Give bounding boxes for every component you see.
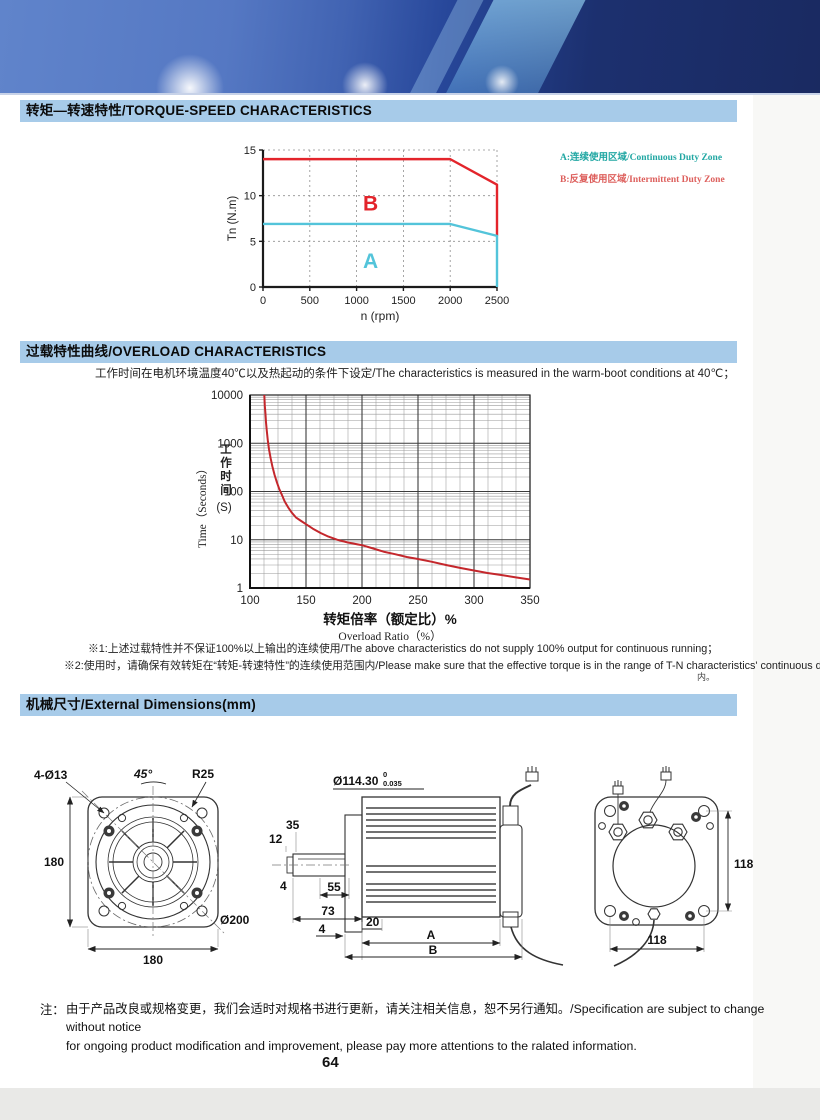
- front-view-drawing: [65, 781, 225, 953]
- dim-B: B: [429, 943, 438, 957]
- dim-4a: 4: [280, 879, 287, 893]
- svg-text:1500: 1500: [391, 295, 415, 307]
- banner-glow: [482, 62, 522, 93]
- page-bottom-margin: [0, 1088, 820, 1120]
- side-view-labels: Ø114.30 0 0.035 35 12 4 55 73 4 20 A B: [269, 770, 438, 957]
- svg-text:2000: 2000: [438, 295, 462, 307]
- dim-angle: 45°: [133, 767, 152, 781]
- dimension-drawings: 4-Ø13 45° R25 180 180 Ø200: [34, 766, 754, 967]
- svg-text:Time（Seconds）: Time（Seconds）: [196, 463, 209, 548]
- overload-note-1: ※1:上述过载特性并不保证100%以上输出的连续使用/The above cha…: [88, 643, 719, 655]
- side-view-drawing: [272, 766, 564, 966]
- svg-text:0: 0: [250, 282, 256, 294]
- banner-glow: [150, 48, 230, 93]
- svg-text:1000: 1000: [344, 295, 368, 307]
- page-number: 64: [322, 1054, 339, 1071]
- overload-note-2-suffix: 内。: [697, 672, 716, 682]
- svg-text:250: 250: [408, 595, 427, 607]
- svg-text:A: A: [363, 250, 378, 273]
- svg-text:作: 作: [220, 456, 232, 470]
- dim-flange-width: 180: [143, 953, 163, 967]
- rear-view-drawing: [594, 766, 732, 967]
- svg-text:300: 300: [464, 595, 483, 607]
- svg-text:100: 100: [240, 595, 259, 607]
- svg-text:B: B: [363, 192, 378, 215]
- front-view-labels: 4-Ø13 45° R25 180 180 Ø200: [34, 767, 250, 967]
- svg-text:10: 10: [244, 191, 256, 203]
- svg-text:1000: 1000: [217, 438, 243, 450]
- dim-55: 55: [327, 880, 341, 894]
- svg-text:0: 0: [260, 295, 266, 307]
- svg-text:100: 100: [224, 487, 243, 499]
- dim-rear-height: 118: [734, 857, 754, 871]
- dim-4b: 4: [319, 922, 326, 936]
- footer-note-label: 注：: [40, 1003, 65, 1017]
- dim-20: 20: [366, 915, 380, 929]
- svg-text:Overload Ratio（%）: Overload Ratio（%）: [338, 630, 441, 643]
- section-title-dimensions: 机械尺寸/External Dimensions(mm): [20, 694, 737, 716]
- banner-glow: [338, 58, 392, 93]
- section-title-overload: 过载特性曲线/OVERLOAD CHARACTERISTICS: [20, 341, 737, 363]
- dim-spigot-diameter: Ø114.30: [333, 774, 379, 788]
- page-right-margin: [753, 95, 820, 1088]
- svg-text:2500: 2500: [485, 295, 509, 307]
- dim-73: 73: [321, 904, 335, 918]
- dim-rear-width: 118: [647, 933, 667, 947]
- footer-note-line1: 由于产品改良或规格变更，我们会适时对规格书进行更新，请关注相关信息，恕不另行通知…: [66, 1002, 765, 1035]
- overload-chart: 1 10 100 1000 10000 100 150 200 250 300 350 转矩倍率（额定…: [196, 390, 540, 643]
- dim-tolerance-lower: 0.035: [383, 779, 402, 788]
- overload-description: 工作时间在电机环境温度40℃以及热起动的条件下设定/The characteri…: [95, 368, 735, 380]
- dim-35: 35: [286, 818, 300, 832]
- dim-corner-radius: R25: [192, 767, 214, 781]
- dim-tolerance-upper: 0: [383, 770, 387, 779]
- rear-view-labels: 118 118: [647, 857, 753, 947]
- svg-text:转矩倍率（额定比）%: 转矩倍率（额定比）%: [323, 611, 457, 627]
- svg-text:5: 5: [250, 236, 256, 248]
- svg-text:200: 200: [352, 595, 371, 607]
- section-title-torque-speed: 转矩—转速特性/TORQUE-SPEED CHARACTERISTICS: [20, 100, 737, 122]
- svg-text:10: 10: [230, 535, 243, 547]
- svg-text:n (rpm): n (rpm): [361, 309, 400, 323]
- footer-note-line2: for ongoing product modification and imp…: [66, 1038, 637, 1053]
- svg-text:间: 间: [220, 483, 232, 497]
- svg-text:工: 工: [220, 443, 232, 456]
- svg-text:(S): (S): [216, 502, 232, 514]
- overload-note-2: ※2:使用时，请确保有效转矩在“转矩-转速特性”的连续使用范围内/Please …: [64, 660, 820, 672]
- header-banner: [0, 0, 820, 95]
- svg-text:1: 1: [237, 583, 243, 595]
- legend-item-continuous: A:连续使用区域/Continuous Duty Zone: [560, 153, 723, 163]
- svg-text:350: 350: [520, 595, 539, 607]
- svg-text:Tn (N.m): Tn (N.m): [227, 196, 239, 242]
- dim-A: A: [427, 928, 436, 942]
- svg-text:500: 500: [301, 295, 319, 307]
- svg-text:10000: 10000: [211, 390, 243, 402]
- legend-item-intermittent: B:反复使用区域/Intermittent Duty Zone: [560, 175, 725, 185]
- footer-note: 由于产品改良或规格变更，我们会适时对规格书进行更新，请关注相关信息，恕不另行通知…: [66, 1000, 766, 1055]
- dim-12: 12: [269, 832, 283, 846]
- svg-text:15: 15: [244, 145, 256, 157]
- svg-text:150: 150: [296, 595, 315, 607]
- torque-speed-chart: 0 500 1000 1500 2000 2500 0 5 10 15 B An (rpm) Tn (N…: [227, 145, 509, 323]
- dim-bolt-holes: 4-Ø13: [34, 768, 68, 782]
- torque-chart-legend: A:连续使用区域/Continuous Duty Zone B:反复使用区域/I…: [560, 147, 725, 191]
- dim-cover-diameter: Ø200: [220, 913, 250, 927]
- dim-flange-height: 180: [44, 855, 64, 869]
- svg-text:时: 时: [220, 469, 232, 483]
